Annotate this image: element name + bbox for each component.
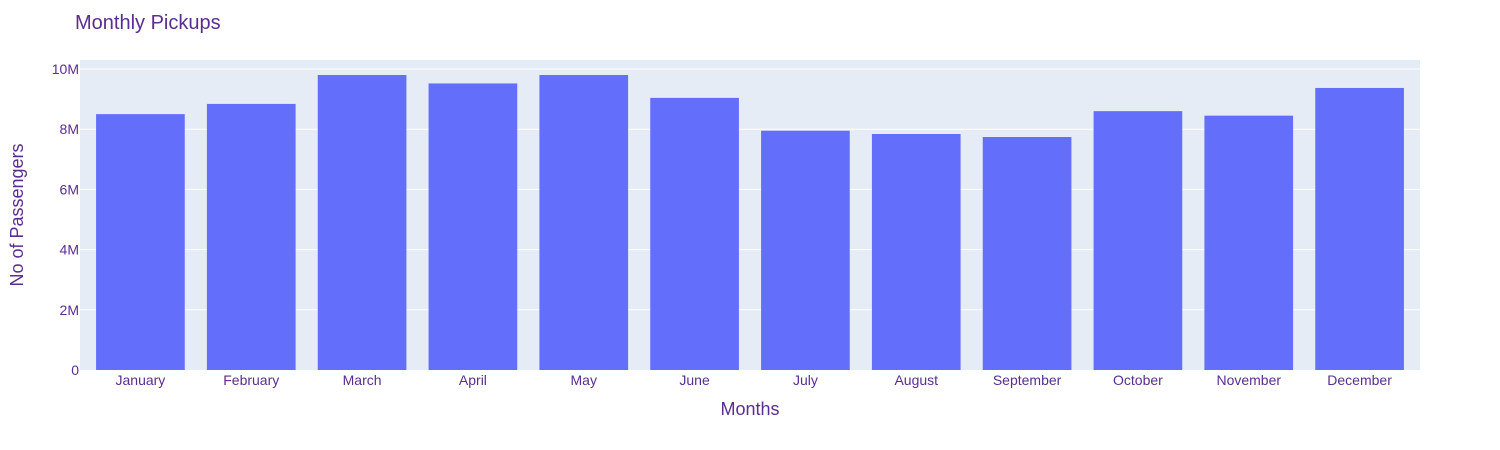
x-tick-label: November: [1216, 372, 1281, 388]
y-tick-label: 8M: [60, 121, 79, 137]
y-tick-label: 6M: [60, 181, 79, 197]
bar-november[interactable]: [1204, 115, 1294, 370]
chart-title: Monthly Pickups: [75, 12, 221, 34]
bar-october[interactable]: [1093, 111, 1183, 370]
y-tick-label: 2M: [60, 302, 79, 318]
y-axis-ticks: 0 2M 4M 6M 8M 10M: [52, 61, 79, 378]
x-axis-ticks: January February March April May June July Augu…: [116, 372, 1393, 388]
bar-april[interactable]: [428, 83, 518, 370]
bar-march[interactable]: [317, 75, 407, 371]
bar-may[interactable]: [539, 75, 629, 371]
bar-july[interactable]: [761, 130, 850, 370]
x-tick-label: August: [894, 372, 938, 388]
x-tick-label: July: [793, 372, 818, 388]
x-tick-label: December: [1327, 372, 1392, 388]
x-tick-label: May: [571, 372, 597, 388]
x-axis-title: Months: [720, 399, 779, 419]
y-tick-label: 4M: [60, 242, 79, 258]
gridlines: [80, 68, 1420, 311]
bar-december[interactable]: [1315, 87, 1404, 370]
bar-february[interactable]: [206, 103, 296, 370]
bar-january[interactable]: [96, 114, 185, 371]
x-tick-label: March: [343, 372, 382, 388]
x-tick-label: April: [459, 372, 487, 388]
y-tick-label: 10M: [52, 61, 79, 77]
bar-june[interactable]: [650, 97, 739, 371]
x-tick-label: January: [116, 372, 166, 388]
x-tick-label: September: [993, 372, 1062, 388]
y-tick-label: 0: [71, 362, 79, 378]
x-tick-label: February: [223, 372, 279, 388]
bar-august[interactable]: [871, 134, 961, 370]
x-tick-label: October: [1113, 372, 1163, 388]
x-tick-label: June: [679, 372, 710, 388]
bars: [96, 75, 1404, 371]
bar-september[interactable]: [982, 137, 1072, 370]
y-axis-title: No of Passengers: [7, 143, 27, 286]
plot-area: [80, 60, 1420, 370]
